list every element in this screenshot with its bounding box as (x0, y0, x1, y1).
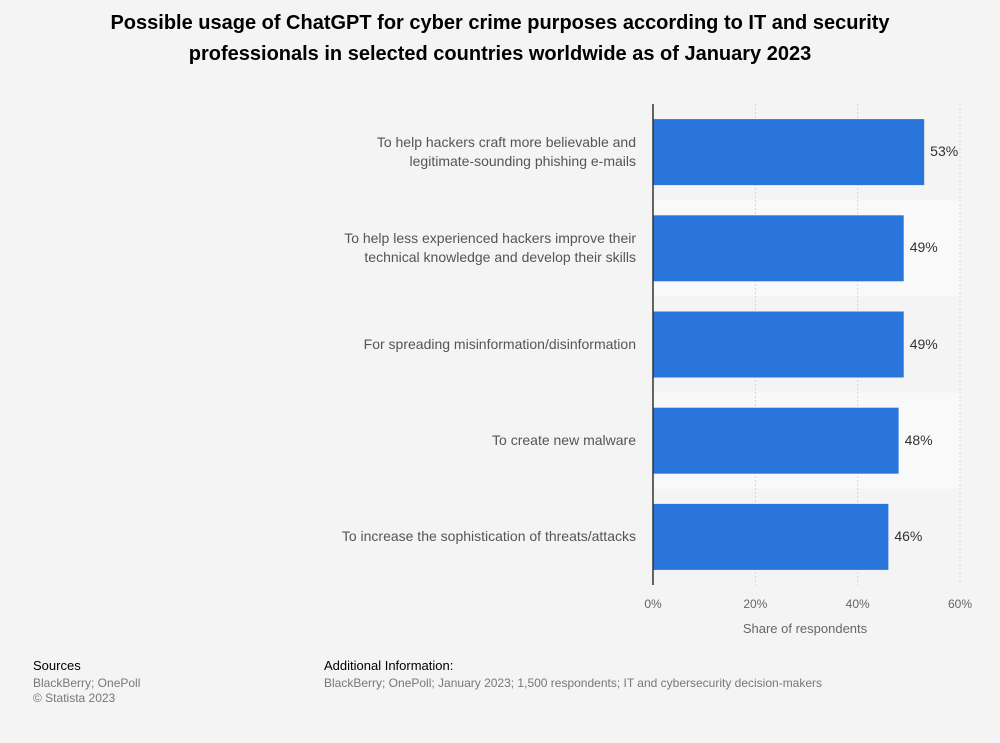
x-tick-label: 60% (947, 597, 973, 611)
copyright-text[interactable]: © Statista 2023 (33, 691, 116, 705)
value-label: 49% (909, 239, 938, 256)
category-label: For spreading misinformation/disinformat… (363, 336, 636, 352)
bar[interactable] (653, 215, 904, 282)
category-label: To help less experienced hackers improve… (344, 230, 636, 266)
chart-title: Possible usage of ChatGPT for cyber crim… (110, 12, 890, 65)
value-label: 48% (904, 431, 933, 448)
sources-heading: Sources (33, 658, 81, 673)
x-axis-title: Share of respondents (742, 621, 868, 636)
value-label: 46% (894, 527, 923, 544)
x-tick-label: 20% (743, 597, 768, 611)
x-tick-label: 0% (644, 597, 662, 611)
category-label: To create new malware (492, 432, 636, 449)
value-label: 49% (909, 335, 938, 352)
category-label: To help hackers craft more believable an… (376, 134, 636, 170)
category-label: To increase the sophistication of threat… (341, 528, 636, 545)
bar[interactable] (653, 311, 904, 378)
x-tick-label: 40% (845, 597, 870, 611)
bar[interactable] (653, 503, 889, 570)
additional-info-text: BlackBerry; OnePoll; January 2023; 1,500… (324, 676, 823, 690)
value-label: 53% (930, 143, 959, 160)
bar[interactable] (653, 407, 899, 474)
bar[interactable] (653, 119, 925, 186)
additional-info-heading: Additional Information: (324, 658, 454, 673)
sources-text[interactable]: BlackBerry; OnePoll (33, 676, 141, 690)
